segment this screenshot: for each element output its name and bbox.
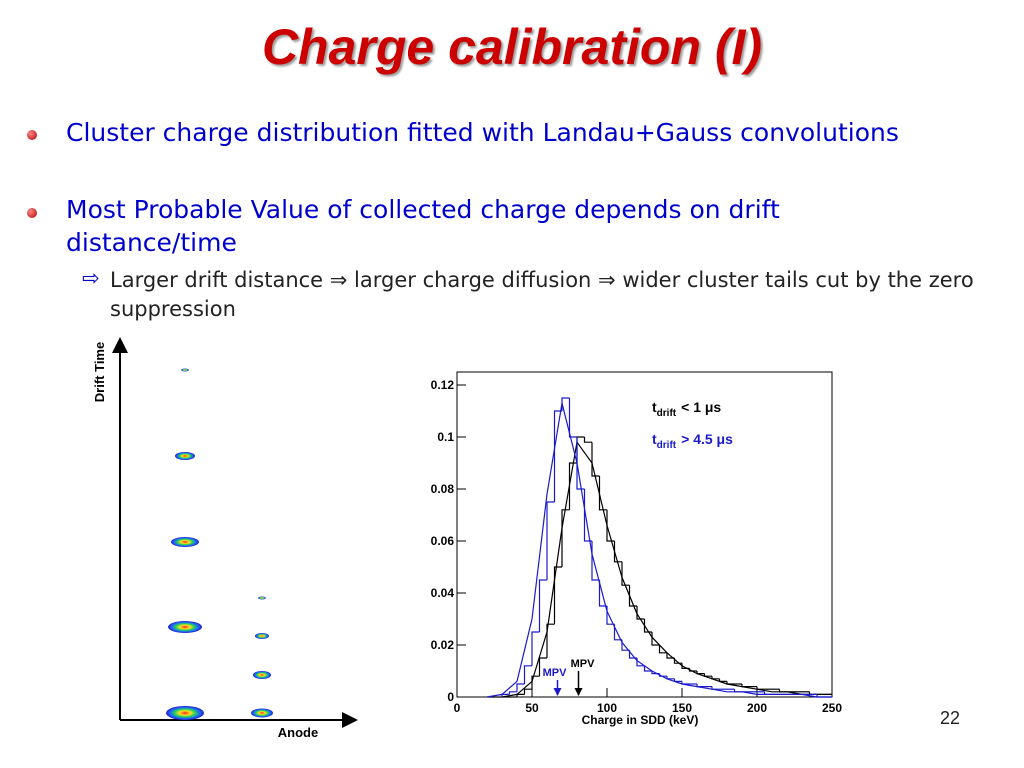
annotation-arrowhead [574, 688, 583, 696]
histogram-bin [508, 691, 517, 695]
cluster [175, 452, 195, 460]
cluster [166, 706, 204, 720]
histogram-bin [636, 606, 645, 620]
fit-curve [486, 403, 832, 698]
y-tick-label: 0.12 [431, 378, 455, 392]
histogram-bin [643, 665, 652, 672]
histogram-bin [553, 410, 562, 502]
histogram-bin [666, 652, 675, 659]
cluster [168, 621, 202, 633]
plot-frame [456, 371, 833, 698]
y-tick-label: 0 [447, 690, 454, 704]
legend-condition: > 4.5 μs [681, 431, 733, 447]
histogram-bin [531, 675, 540, 690]
page-number: 22 [940, 708, 961, 728]
axis-label: Anode [278, 725, 318, 740]
histogram-bin [523, 665, 532, 684]
histogram-bin [568, 398, 577, 438]
fit-curve [487, 440, 832, 698]
histogram-bin [561, 509, 570, 567]
x-tick-label: 200 [747, 701, 767, 715]
histogram-bin [591, 442, 600, 477]
histogram-bin [613, 624, 622, 641]
histogram-bin [598, 580, 607, 607]
slide-title: Charge calibration (I) [261, 19, 763, 75]
bullet-dot [27, 208, 37, 218]
cluster [258, 596, 266, 600]
x-tick-label: 250 [822, 701, 842, 715]
cluster [251, 708, 273, 718]
bullet: Cluster charge distribution fitted with … [66, 118, 899, 147]
cluster [255, 633, 269, 639]
cluster [253, 671, 271, 679]
annotation: MPV [543, 667, 568, 679]
histogram-bin [568, 462, 577, 510]
x-tick-label: 100 [597, 701, 617, 715]
histogram-bin [613, 541, 622, 563]
y-tick-label: 0.06 [431, 534, 455, 548]
legend-entry: tdrift < 1 μs [652, 399, 721, 419]
legend-name: t [652, 431, 657, 447]
histogram-bin [546, 501, 555, 580]
legend-entry: tdrift > 4.5 μs [652, 431, 733, 451]
annotation: MPV [571, 658, 596, 670]
cluster [171, 537, 199, 547]
x-tick-label: 50 [525, 701, 539, 715]
histogram-bin [538, 579, 547, 632]
histogram-bin [523, 688, 532, 695]
y-tick-label: 0.1 [437, 430, 454, 444]
bullet: Most Probable Value of collected charge … [66, 195, 780, 257]
histogram-bin [658, 645, 667, 654]
histogram-bin [598, 476, 607, 511]
x-tick-label: 0 [454, 701, 461, 715]
histogram-bin [516, 683, 525, 692]
histogram-bin [643, 619, 652, 633]
bullet-dot [27, 130, 37, 140]
legend-subscript: drift [657, 440, 677, 451]
y-tick-label: 0.02 [431, 638, 455, 652]
legend-subscript: drift [657, 408, 677, 419]
histogram-bin [553, 566, 562, 625]
histogram-bin [546, 623, 555, 658]
histogram-bin [583, 437, 592, 443]
sub-bullet: Larger drift distance ⇒ larger charge di… [110, 268, 974, 321]
x-tick-label: 150 [672, 701, 692, 715]
annotation-arrowhead [553, 688, 562, 696]
axis-label: Drift Time [92, 342, 107, 402]
legend-condition: < 1 μs [681, 399, 721, 415]
histogram-bin [621, 561, 630, 586]
legend-name: t [652, 399, 657, 415]
chart-background [415, 360, 845, 732]
sub-bullet-icon: ⇨ [82, 266, 100, 290]
cluster [181, 368, 189, 372]
histogram-bin [628, 585, 637, 607]
histogram-bin [576, 437, 585, 490]
x-axis-label: Charge in SDD (keV) [582, 713, 699, 727]
histogram-bin [531, 631, 540, 666]
drift-diagram: Drift Time Anode [92, 337, 358, 740]
y-tick-label: 0.08 [431, 482, 455, 496]
y-tick-label: 0.04 [431, 586, 455, 600]
